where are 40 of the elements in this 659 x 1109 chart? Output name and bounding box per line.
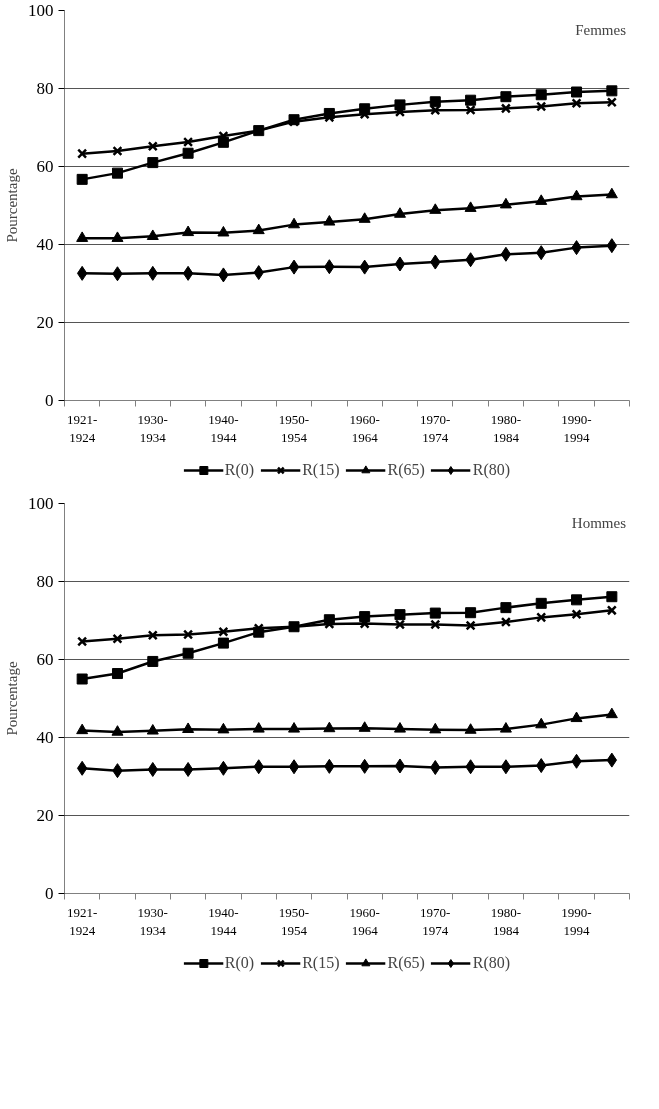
- x-tick-label: 1930- 1934: [137, 411, 168, 445]
- x-tick-label: 1921- 1924: [66, 411, 98, 445]
- y-tick-label: 0: [45, 884, 54, 903]
- y-tick-label: 60: [36, 157, 54, 176]
- y-axis-title: Pourcentage: [4, 661, 20, 736]
- y-tick-label: 100: [28, 494, 54, 513]
- x-tick-label: 1950- 1954: [278, 411, 310, 445]
- y-axis-title: Pourcentage: [4, 168, 20, 243]
- annotation: Femmes: [575, 22, 627, 38]
- x-tick-label: 1921- 1924: [66, 904, 98, 938]
- legend-label: R(80): [472, 461, 511, 479]
- x-tick-label: 1940- 1944: [208, 411, 239, 445]
- legend-label: R(15): [302, 461, 340, 479]
- y-tick-label: 100: [28, 1, 54, 20]
- y-tick-label: 20: [36, 313, 54, 332]
- legend-label: R(80): [472, 954, 511, 972]
- y-tick-label: 60: [36, 650, 54, 669]
- x-tick-label: 1930- 1934: [137, 904, 168, 938]
- x-tick-label: 1960- 1964: [349, 904, 380, 938]
- x-tick-label: 1980- 1984: [490, 411, 522, 445]
- x-tick-label: 1980- 1984: [490, 904, 522, 938]
- y-tick-label: 20: [36, 806, 54, 825]
- y-tick-label: 40: [36, 235, 54, 254]
- x-tick-label: 1990- 1994: [561, 411, 592, 445]
- legend-label: R(0): [224, 461, 255, 479]
- x-tick-label: 1950- 1954: [278, 904, 310, 938]
- y-tick-label: 40: [36, 728, 54, 747]
- y-tick-label: 80: [36, 572, 54, 591]
- y-tick-label: 80: [36, 79, 54, 98]
- y-tick-label: 0: [45, 391, 54, 410]
- annotation: Hommes: [571, 515, 627, 531]
- legend-label: R(65): [387, 461, 425, 479]
- legend-label: R(65): [387, 954, 425, 972]
- legend-label: R(0): [224, 954, 255, 972]
- x-tick-label: 1960- 1964: [349, 411, 380, 445]
- x-tick-label: 1940- 1944: [208, 904, 239, 938]
- x-tick-label: 1990- 1994: [561, 904, 592, 938]
- legend-label: R(15): [302, 954, 340, 972]
- x-tick-label: 1970- 1974: [420, 411, 451, 445]
- x-tick-label: 1970- 1974: [420, 904, 451, 938]
